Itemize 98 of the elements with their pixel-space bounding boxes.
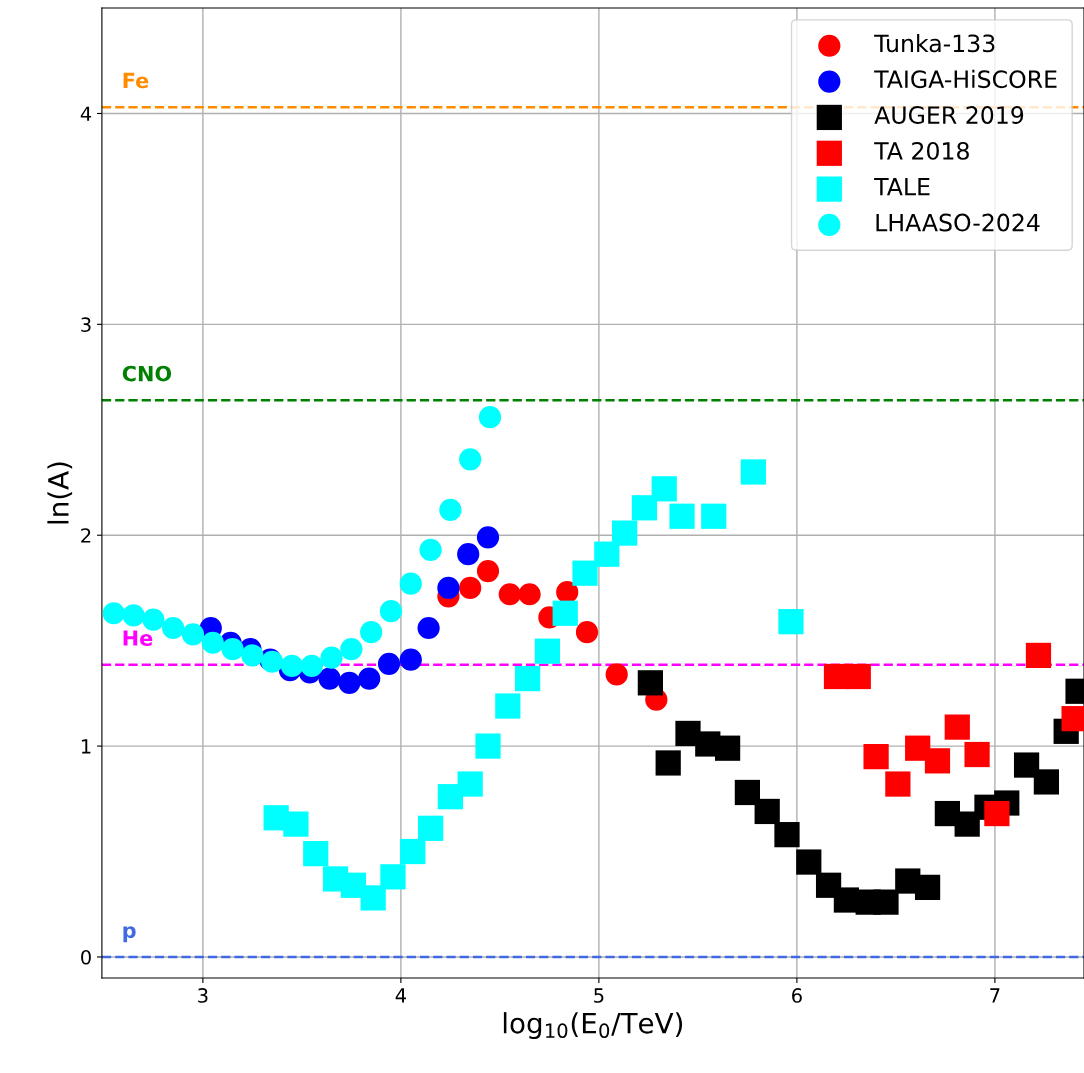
- point: [338, 671, 361, 694]
- legend-label: LHAASO-2024: [876, 213, 1040, 232]
- point: [944, 714, 970, 740]
- point: [796, 849, 822, 875]
- point: [1013, 752, 1040, 778]
- ref-line-label: p: [123, 926, 136, 943]
- point: [984, 800, 1010, 827]
- point: [318, 667, 341, 690]
- point: [518, 583, 541, 606]
- point: [419, 538, 442, 562]
- point: [437, 576, 460, 600]
- point: [495, 693, 521, 719]
- y-tick-label: 1: [81, 739, 91, 754]
- x-tick-label: 3: [198, 988, 208, 1003]
- point: [873, 889, 899, 915]
- point: [964, 741, 990, 768]
- point: [556, 581, 579, 604]
- point: [734, 779, 761, 806]
- point: [102, 602, 125, 625]
- point: [280, 654, 304, 678]
- point: [303, 841, 329, 867]
- point: [358, 667, 381, 690]
- point: [459, 448, 482, 471]
- point: [954, 811, 980, 837]
- point: [201, 631, 224, 654]
- point: [475, 733, 501, 759]
- point: [914, 874, 941, 900]
- point: [655, 750, 681, 776]
- point: [476, 559, 500, 583]
- point: [399, 572, 422, 595]
- y-tick-label: 0: [81, 949, 91, 965]
- point: [845, 663, 871, 690]
- x-tick-label: 4: [395, 988, 406, 1003]
- point: [575, 621, 599, 644]
- point: [360, 885, 386, 911]
- ref-line-label: Fe: [123, 72, 149, 89]
- point: [181, 623, 205, 646]
- point: [863, 744, 889, 770]
- point: [417, 815, 444, 841]
- point: [400, 838, 426, 865]
- legend-label: TAIGA-HiSCORE: [874, 69, 1057, 89]
- y-tick-label: 3: [81, 317, 91, 333]
- point: [476, 526, 500, 549]
- point: [457, 771, 483, 797]
- legend-label: Tunka-133: [874, 34, 995, 53]
- ref-line-label: CNO: [122, 365, 172, 382]
- y-tick-label: 4: [80, 106, 92, 121]
- ref-line-label: He: [123, 630, 153, 646]
- point: [514, 665, 541, 692]
- point: [612, 520, 638, 546]
- x-axis-title: log$_{10}$(E$_{0}$/TeV): [503, 1012, 683, 1040]
- point: [241, 644, 264, 667]
- point: [399, 648, 422, 671]
- point: [283, 811, 309, 837]
- point: [417, 616, 440, 640]
- point: [1033, 769, 1059, 795]
- point: [534, 638, 561, 664]
- point: [669, 503, 695, 529]
- point: [1025, 642, 1052, 669]
- point: [377, 652, 401, 675]
- point: [637, 670, 663, 696]
- point: [498, 583, 521, 606]
- point: [552, 600, 578, 626]
- point: [457, 543, 480, 566]
- point: [605, 663, 628, 686]
- point: [740, 459, 766, 485]
- point: [778, 609, 804, 635]
- point: [340, 637, 363, 661]
- legend-label: TA 2018: [874, 141, 969, 160]
- point: [379, 600, 403, 623]
- point: [885, 771, 911, 797]
- point: [754, 798, 780, 825]
- point: [701, 503, 727, 529]
- x-tick-label: 7: [990, 988, 1000, 1003]
- point: [651, 476, 677, 502]
- point: [360, 621, 383, 644]
- x-tick-label: 6: [792, 988, 802, 1003]
- point: [320, 646, 343, 669]
- point: [924, 748, 951, 774]
- point: [714, 735, 741, 761]
- point: [478, 406, 502, 429]
- point: [572, 560, 598, 586]
- point: [439, 498, 462, 522]
- point: [221, 637, 244, 661]
- x-tick-label: 5: [594, 988, 604, 1003]
- point: [300, 654, 323, 678]
- point: [631, 495, 658, 521]
- point: [594, 541, 620, 567]
- y-tick-label: 2: [81, 528, 91, 543]
- point: [142, 608, 165, 631]
- legend-label: AUGER 2019: [874, 106, 1024, 124]
- point: [774, 822, 800, 848]
- point: [162, 616, 185, 640]
- point: [380, 864, 406, 890]
- y-axis-title: ln(A): [47, 462, 73, 524]
- point: [122, 604, 145, 627]
- legend-label: TALE: [874, 178, 930, 196]
- point: [459, 576, 482, 600]
